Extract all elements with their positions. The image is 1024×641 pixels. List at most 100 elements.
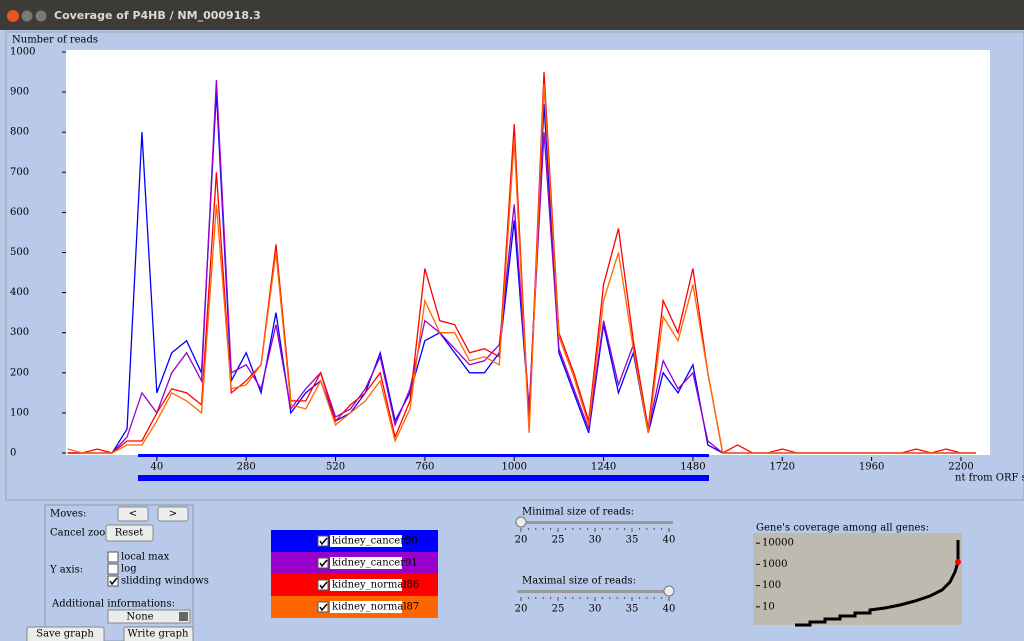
gene-marker	[955, 559, 961, 565]
legend-checkbox[interactable]	[317, 557, 329, 569]
mini-y-tick-label: 10	[762, 601, 775, 612]
slider-knob[interactable]	[663, 585, 675, 597]
x-tick-label: 1720	[770, 462, 795, 473]
y-tick-label: 600	[10, 207, 29, 218]
mini-y-tick-label: 10000	[762, 538, 794, 549]
legend: kidney_cancer90 kidney_cancer91 kidney_nor…	[271, 530, 438, 618]
reset-button[interactable]	[105, 524, 154, 542]
orf-bar	[138, 475, 709, 481]
x-tick-label: 1240	[591, 462, 616, 473]
checkbox-label: log	[121, 564, 137, 575]
x-tick-label: 1480	[680, 462, 705, 473]
legend-checkbox[interactable]	[317, 601, 329, 613]
checkmark	[319, 581, 328, 590]
y-tick-label: 800	[10, 127, 29, 138]
checkbox[interactable]	[107, 551, 119, 563]
close-button[interactable]	[7, 10, 19, 22]
slider-tick-label: 35	[626, 535, 639, 546]
checkbox[interactable]	[107, 575, 119, 587]
slider-tick-label: 30	[589, 604, 602, 615]
prev-button-label: <	[129, 509, 137, 520]
y-tick-label: 500	[10, 247, 29, 258]
slider-tick-label: 20	[515, 604, 528, 615]
slider-track	[517, 590, 673, 593]
additional-dropdown[interactable]	[107, 609, 191, 624]
gene-coverage-plot	[753, 533, 962, 625]
legend-label: kidney_normal86	[332, 580, 419, 591]
slider-tick-label: 35	[626, 604, 639, 615]
next-button[interactable]	[157, 506, 189, 522]
series-line	[67, 84, 976, 454]
checkmark	[319, 537, 328, 546]
y-tick-label: 1000	[10, 47, 35, 58]
maximize-button[interactable]	[35, 10, 47, 22]
gene-coverage-axis: 10000 1000 100 10	[756, 538, 794, 612]
next-button-label: >	[169, 509, 177, 520]
y-tick-label: 300	[10, 327, 29, 338]
x-tick-label: 2200	[948, 462, 973, 473]
orf-line	[138, 454, 709, 457]
save-button-label: Save graph	[36, 629, 94, 640]
x-tick-label: 520	[326, 462, 345, 473]
y-axis-options-label: Y axis:	[49, 565, 83, 576]
x-axis-label: nt from ORF start	[955, 473, 1024, 484]
y-tick-label: 700	[10, 167, 29, 178]
slider-tick-label: 25	[552, 535, 565, 546]
gene-coverage-title: Gene's coverage among all genes:	[756, 523, 929, 534]
x-tick-label: 1960	[859, 462, 884, 473]
legend-checkbox[interactable]	[317, 535, 329, 547]
slider-tick-label: 30	[589, 535, 602, 546]
x-tick-label: 280	[237, 462, 256, 473]
write-button-label: Write graph	[128, 629, 189, 640]
slider-track	[517, 521, 673, 524]
checkbox-label: slidding windows	[121, 576, 209, 587]
slider-label: Maximal size of reads:	[522, 576, 636, 587]
x-tick-label: 760	[415, 462, 434, 473]
x-tick-label: 1000	[501, 462, 526, 473]
slider-tick-label: 40	[663, 604, 676, 615]
slider-knob[interactable]	[515, 516, 527, 528]
mini-y-tick-label: 1000	[762, 559, 787, 570]
legend-label-bg	[330, 535, 402, 547]
plot: 0 100 200 300 400 500 600 700 800 900 1000 40 280 520…	[10, 47, 976, 473]
y-tick-label: 400	[10, 287, 29, 298]
save-button[interactable]	[26, 626, 105, 641]
dropdown-arrow	[179, 612, 188, 621]
reset-button-label: Reset	[115, 528, 144, 539]
legend-label: kidney_cancer91	[332, 558, 418, 569]
write-button[interactable]	[123, 626, 194, 641]
legend-checkbox[interactable]	[317, 579, 329, 591]
legend-label-bg	[330, 557, 402, 569]
checkmark	[109, 577, 118, 586]
y-axis-label: Number of reads	[12, 35, 98, 46]
cancel-zoom-label: Cancel zoom:	[50, 528, 118, 539]
legend-label: kidney_normal87	[332, 602, 419, 613]
slider-tick-label: 25	[552, 604, 565, 615]
x-tick-label: 40	[150, 462, 163, 473]
checkmark	[319, 559, 328, 568]
legend-label: kidney_cancer90	[332, 536, 418, 547]
gene-coverage-curve	[795, 540, 960, 627]
y-tick-label: 100	[10, 407, 29, 418]
y-tick-label: 900	[10, 87, 29, 98]
minimize-button[interactable]	[21, 10, 33, 22]
y-tick-label: 200	[10, 367, 29, 378]
dropdown-value: None	[126, 612, 153, 623]
moves-label: Moves:	[50, 509, 86, 520]
checkbox[interactable]	[107, 563, 119, 575]
slider-tick-label: 20	[515, 535, 528, 546]
additional-label: Additional informations:	[51, 599, 175, 610]
prev-button[interactable]	[117, 506, 149, 522]
y-tick-label: 0	[10, 448, 16, 459]
sliders: Minimal size of reads: 20 25 30 35 40 Maximal …	[515, 507, 676, 615]
legend-label-bg	[330, 601, 402, 613]
checkmark	[319, 603, 328, 612]
title-bar	[0, 0, 1024, 30]
slider-tick-label: 40	[663, 535, 676, 546]
slider-label: Minimal size of reads:	[522, 507, 634, 518]
legend-label-bg	[330, 579, 402, 591]
checkbox-label: local max	[121, 552, 170, 563]
mini-y-tick-label: 100	[762, 580, 781, 591]
